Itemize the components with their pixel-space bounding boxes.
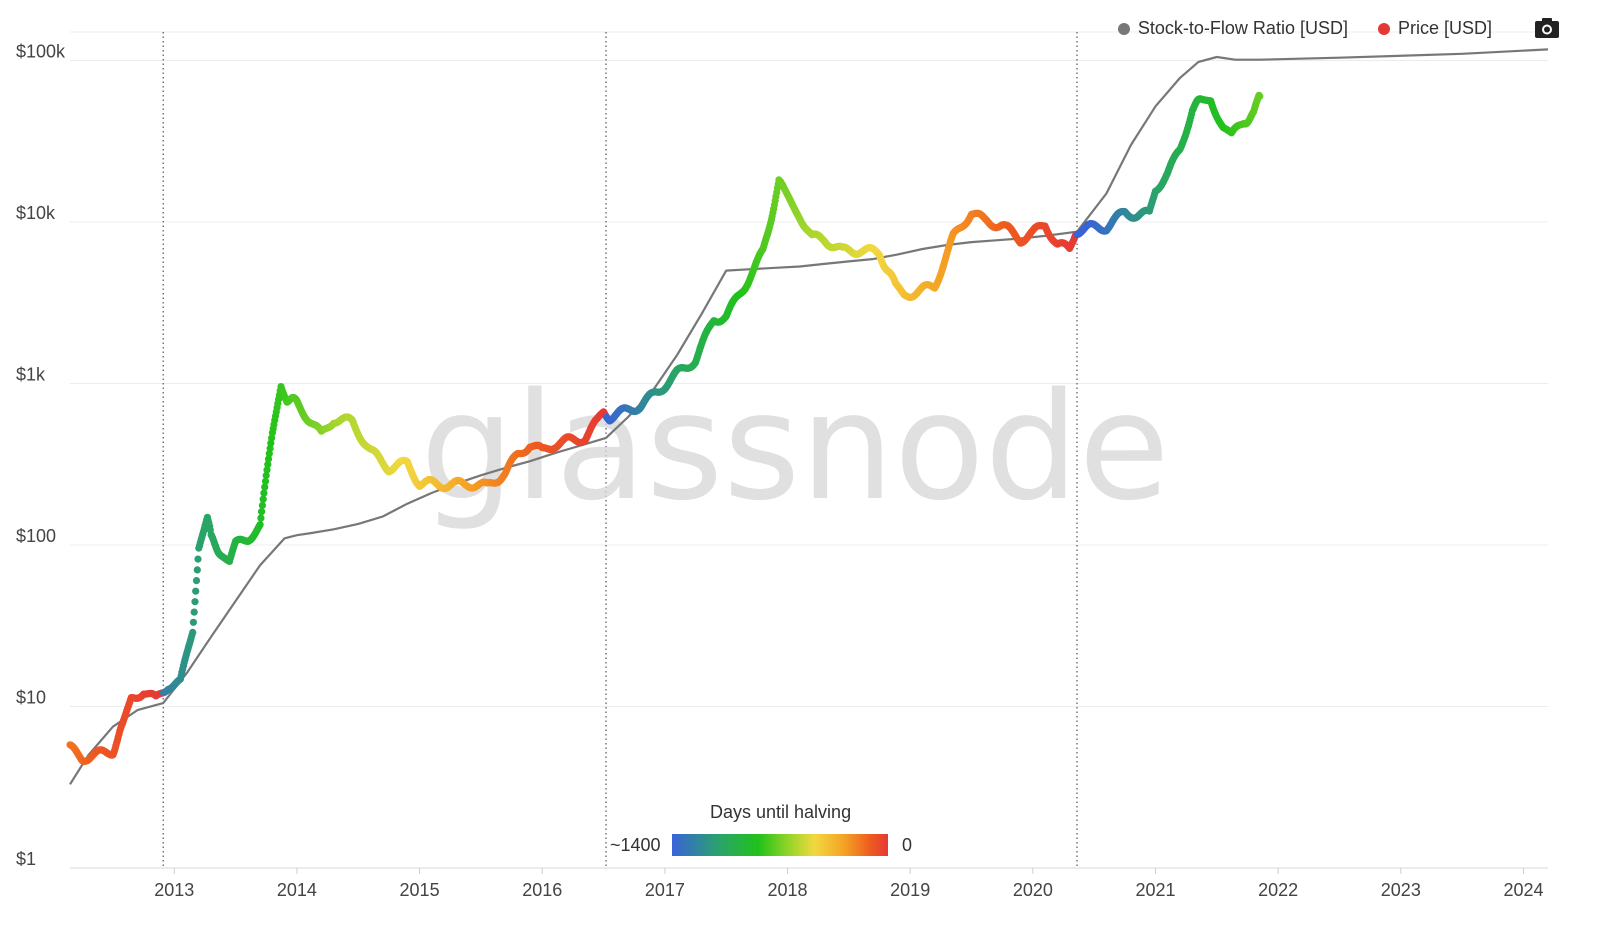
price-point [192, 587, 200, 595]
price-series [66, 91, 1264, 765]
x-tick-label: 2024 [1503, 880, 1543, 900]
x-tick-label: 2020 [1013, 880, 1053, 900]
y-tick-label: $10 [16, 687, 46, 707]
x-tick-label: 2019 [890, 880, 930, 900]
legend-dot [1377, 22, 1390, 35]
x-tick-label: 2018 [768, 880, 808, 900]
price-point [258, 501, 266, 509]
price-point [264, 455, 273, 463]
legend-label: Price [USD] [1397, 18, 1492, 38]
grid-lines [70, 31, 1548, 869]
x-tick-label: 2022 [1258, 880, 1298, 900]
x-tick-label: 2023 [1381, 880, 1421, 900]
legend-item-stock-to-flow[interactable]: Stock-to-Flow Ratio [USD] [1117, 18, 1348, 39]
x-tick-label: 2015 [400, 880, 440, 900]
stock-to-flow-series [69, 48, 1549, 785]
x-axis: 2013 2014 2015 2016 2017 2018 2019 2020 2021 2022… [154, 868, 1543, 900]
x-tick-label: 2021 [1135, 880, 1175, 900]
colorbar-title: Days until halving [710, 802, 852, 822]
y-tick-label: $1k [16, 364, 46, 384]
y-tick-label: $1 [16, 849, 36, 869]
price-point [258, 508, 266, 516]
legend-item-price[interactable]: Price [USD] [1377, 18, 1492, 39]
price-point [257, 514, 265, 522]
x-tick-label: 2016 [522, 880, 562, 900]
x-tick-label: 2017 [645, 880, 685, 900]
price-point [259, 495, 267, 503]
x-tick-label: 2014 [277, 880, 317, 900]
price-point [193, 566, 201, 574]
y-tick-label: $100 [16, 526, 56, 546]
y-tick-label: $10k [16, 203, 56, 223]
x-tick-label: 2013 [154, 880, 194, 900]
legend: Stock-to-Flow Ratio [USD] Price [USD] [1117, 18, 1492, 39]
price-point [190, 608, 198, 616]
price-point [192, 577, 201, 585]
price-point [265, 450, 273, 458]
y-axis: $1 $10 $100 $1k $10k $100k [16, 41, 66, 869]
price-point [191, 598, 199, 606]
price-point [261, 477, 270, 485]
colorbar-row: ~1400 0 [610, 834, 912, 856]
camera-icon[interactable] [1534, 17, 1560, 39]
price-point [263, 466, 271, 474]
price-point [264, 460, 272, 468]
price-point [261, 483, 269, 491]
price-point [194, 555, 202, 563]
colorbar-min-label: ~1400 [610, 834, 661, 855]
colorbar-gradient [672, 834, 888, 856]
legend-label: Stock-to-Flow Ratio [USD] [1137, 18, 1348, 38]
price-point [1256, 92, 1264, 100]
price-point [189, 628, 197, 637]
price-point [260, 489, 268, 497]
price-point [189, 618, 197, 626]
colorbar-max-label: 0 [902, 834, 913, 855]
stock-to-flow-line [69, 48, 1549, 785]
price-point [256, 521, 264, 529]
price-point [262, 471, 270, 480]
y-tick-label: $100k [16, 41, 66, 61]
legend-dot [1117, 22, 1130, 35]
